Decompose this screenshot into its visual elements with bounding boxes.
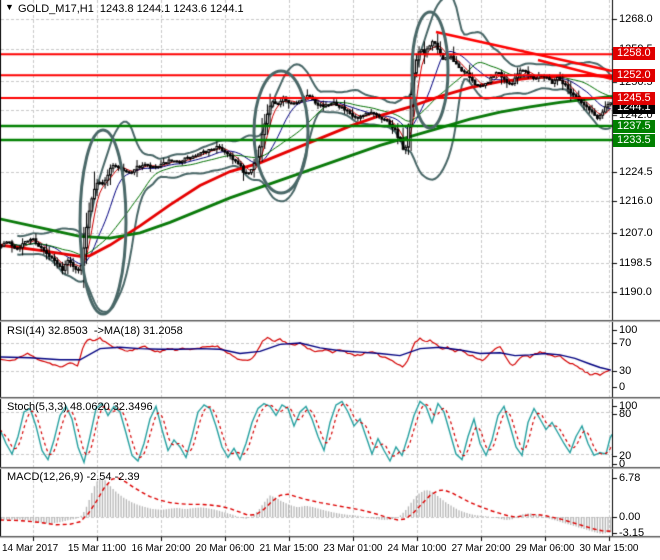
price-tick-label: 1216.0 [619,195,653,208]
time-label: 27 Mar 20:00 [451,543,511,554]
time-label: 14 Mar 2017 [2,543,59,554]
price-badge: 1245.5 [613,91,655,105]
time-label: 20 Mar 06:00 [195,543,255,554]
macd-axis-label: -3.15 [619,527,645,539]
macd-axis-label: 0.00 [619,511,641,523]
stoch-panel-label: Stoch(5,3,3) 48.0620 32.3496 [7,401,153,413]
time-label: 16 Mar 20:00 [131,543,191,554]
time-label: 15 Mar 11:00 [67,543,127,554]
stoch-axis-label: 20 [619,450,632,462]
time-label: 29 Mar 06:00 [515,543,575,554]
rsi-axis-label: 100 [619,324,638,336]
rsi-axis-label: 30 [619,365,632,377]
time-label: 21 Mar 15:00 [259,543,319,554]
rsi-panel-label: RSI(14) 32.8503 ->MA(18) 31.2058 [7,325,183,337]
stoch-axis-label: 100 [619,400,638,412]
price-tick-label: 1224.5 [619,165,653,178]
price-badge: 1237.5 [613,119,655,133]
price-badge: 1258.0 [613,46,655,60]
price-tick-label: 1190.0 [619,286,652,299]
time-label: 24 Mar 10:00 [387,543,447,554]
macd-panel-label: MACD(12,26,9) -2.54 -2.39 [7,471,140,483]
price-tick-label: 1268.0 [619,13,653,26]
chart-dropdown-icon: ▼ [5,2,14,12]
price-badge: 1252.0 [613,69,655,82]
rsi-axis-label: 70 [619,337,632,349]
price-badge: 1233.5 [613,133,655,147]
time-label: 30 Mar 15:00 [579,543,639,554]
stoch-axis-label: 0 [619,458,626,470]
chart-title: GOLD_M17,H1 1243.8 1244.1 1243.6 1244.1 [18,3,244,15]
time-label: 23 Mar 01:00 [323,543,383,554]
macd-axis-label: 6.78 [619,472,641,484]
stoch-axis-label: 80 [619,408,632,420]
price-tick-label: 1207.0 [619,226,653,239]
rsi-axis-label: 0 [619,381,626,393]
price-tick-label: 1198.5 [619,256,652,269]
